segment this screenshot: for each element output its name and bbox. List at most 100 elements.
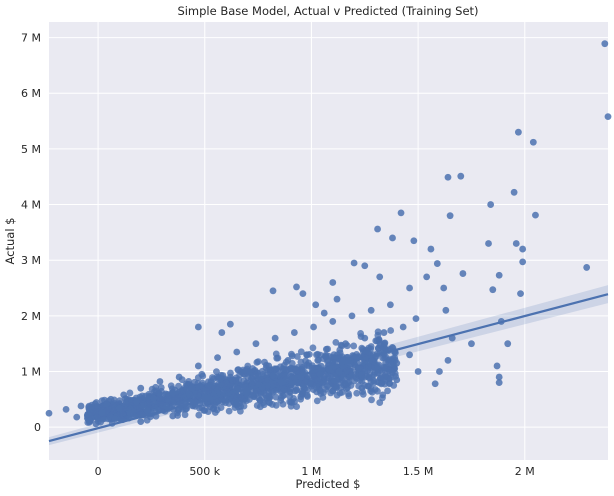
data-point bbox=[272, 393, 280, 401]
data-point bbox=[459, 270, 467, 277]
data-point bbox=[354, 365, 362, 373]
data-point bbox=[77, 402, 85, 410]
y-tick-label: 2 M bbox=[21, 310, 41, 323]
data-point bbox=[377, 380, 385, 388]
data-point bbox=[387, 327, 395, 334]
data-point bbox=[495, 271, 503, 279]
data-point bbox=[194, 362, 202, 370]
data-points bbox=[45, 40, 612, 428]
data-point bbox=[111, 415, 119, 423]
data-point bbox=[269, 367, 277, 375]
data-point bbox=[93, 408, 100, 415]
data-point bbox=[201, 407, 209, 414]
data-point bbox=[195, 411, 203, 419]
grid-lines bbox=[49, 22, 608, 460]
data-point bbox=[225, 407, 233, 415]
data-point bbox=[92, 399, 100, 406]
data-point bbox=[230, 393, 238, 401]
data-point bbox=[361, 334, 369, 342]
data-point bbox=[312, 301, 320, 309]
data-point bbox=[256, 397, 264, 404]
data-point bbox=[389, 234, 396, 242]
data-point bbox=[338, 388, 346, 396]
data-point bbox=[188, 384, 196, 392]
x-tick-label: 500 k bbox=[189, 465, 220, 478]
data-point bbox=[156, 394, 163, 402]
data-point bbox=[138, 402, 146, 410]
data-point bbox=[217, 404, 225, 412]
data-point bbox=[281, 365, 289, 373]
data-point bbox=[332, 338, 340, 346]
data-point bbox=[333, 295, 341, 303]
data-point bbox=[381, 364, 389, 372]
data-point bbox=[156, 378, 164, 385]
data-point bbox=[126, 410, 134, 418]
data-point bbox=[256, 403, 264, 411]
data-point bbox=[92, 420, 100, 428]
y-tick-label: 5 M bbox=[21, 143, 41, 156]
data-point bbox=[433, 260, 441, 267]
data-point bbox=[374, 362, 381, 370]
data-point bbox=[201, 393, 209, 400]
data-point bbox=[374, 369, 381, 377]
data-point bbox=[512, 240, 520, 247]
data-point bbox=[495, 373, 503, 381]
data-point bbox=[226, 320, 234, 328]
data-point bbox=[393, 376, 401, 384]
data-point bbox=[315, 356, 322, 364]
x-tick-label: 1 M bbox=[301, 465, 321, 478]
data-point bbox=[519, 245, 527, 253]
data-point bbox=[317, 390, 325, 397]
data-point bbox=[316, 370, 324, 378]
y-tick-label: 6 M bbox=[21, 87, 41, 100]
data-point bbox=[291, 398, 298, 405]
y-tick-label: 3 M bbox=[21, 254, 41, 267]
data-point bbox=[293, 283, 300, 291]
regression-line-group bbox=[48, 285, 609, 446]
data-point bbox=[440, 284, 448, 292]
data-point bbox=[86, 417, 93, 425]
data-point bbox=[335, 368, 343, 375]
data-point bbox=[287, 364, 295, 372]
data-point bbox=[199, 372, 207, 380]
data-point bbox=[201, 400, 209, 407]
data-point bbox=[137, 418, 145, 425]
data-point bbox=[254, 372, 262, 380]
data-point bbox=[233, 348, 241, 356]
data-point bbox=[353, 389, 361, 397]
data-point bbox=[288, 350, 295, 358]
data-point bbox=[116, 397, 124, 405]
data-point bbox=[423, 273, 431, 281]
data-point bbox=[218, 329, 226, 336]
data-point bbox=[264, 376, 271, 384]
data-point bbox=[265, 398, 273, 406]
data-point bbox=[45, 409, 53, 417]
data-point bbox=[62, 405, 70, 413]
data-point bbox=[387, 360, 395, 368]
data-point bbox=[374, 331, 382, 339]
data-point bbox=[252, 340, 260, 348]
y-tick-label: 4 M bbox=[21, 199, 41, 212]
data-point bbox=[116, 404, 123, 412]
data-point bbox=[126, 389, 134, 397]
data-point bbox=[98, 409, 106, 417]
data-point bbox=[370, 379, 377, 387]
data-point bbox=[323, 377, 331, 385]
data-point bbox=[336, 346, 344, 354]
data-point bbox=[314, 350, 322, 358]
data-point bbox=[226, 373, 234, 381]
data-point bbox=[367, 306, 375, 314]
data-point bbox=[279, 400, 287, 408]
data-point bbox=[73, 413, 81, 421]
data-point bbox=[280, 385, 287, 393]
data-point bbox=[519, 258, 527, 266]
data-point bbox=[489, 286, 497, 294]
data-point bbox=[194, 323, 202, 331]
data-point bbox=[333, 354, 341, 362]
data-point bbox=[399, 323, 407, 331]
chart-title: Simple Base Model, Actual v Predicted (T… bbox=[177, 4, 478, 18]
data-point bbox=[209, 405, 217, 413]
data-point bbox=[517, 290, 524, 297]
data-point bbox=[232, 376, 239, 384]
